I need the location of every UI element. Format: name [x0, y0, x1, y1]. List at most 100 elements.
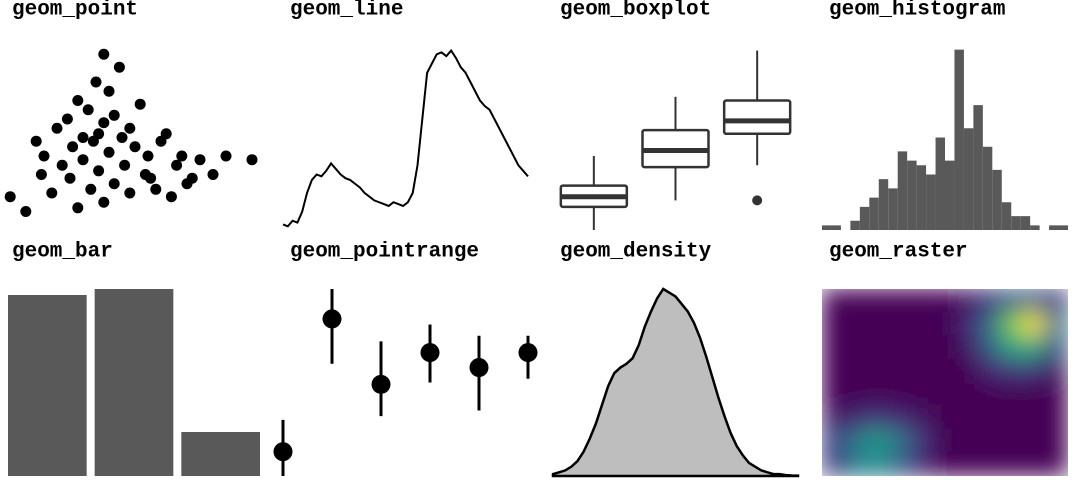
raster-cell [910, 289, 935, 313]
raster-cell [866, 428, 890, 454]
raster-cell [1022, 358, 1047, 383]
raster-cell [910, 358, 935, 383]
raster-cell [888, 289, 912, 313]
hist-bar [1020, 216, 1031, 230]
raster-cell [888, 335, 912, 360]
panel-title: geom_line [290, 0, 403, 22]
hist-bar [1058, 225, 1068, 230]
hist-bar [982, 146, 993, 230]
point [67, 141, 79, 153]
raster-cell [1000, 452, 1024, 476]
point [20, 206, 32, 217]
raster-cell [1045, 452, 1068, 476]
hist-bar [963, 128, 974, 230]
raster-cell [910, 335, 935, 360]
raster-cell [866, 358, 890, 383]
point [160, 128, 172, 140]
point [4, 191, 16, 203]
density-area [551, 287, 800, 478]
point [129, 141, 141, 153]
raster-cell [1022, 311, 1047, 337]
hist-bar [973, 105, 983, 230]
raster-cell [1022, 405, 1047, 430]
raster-cell [910, 428, 935, 454]
raster-cells [822, 289, 1068, 476]
point [124, 187, 136, 199]
hist-bar [954, 49, 964, 230]
raster-cell [843, 382, 868, 407]
raster-cell [978, 289, 1002, 313]
raster-cell [933, 335, 957, 360]
point [77, 154, 89, 166]
point [469, 358, 489, 378]
raster-cell [978, 382, 1002, 407]
raster-cell [933, 405, 957, 430]
panel-title: geom_raster [829, 241, 968, 264]
raster-cell [843, 452, 868, 476]
hist-bar [822, 225, 832, 230]
hist-bar [850, 220, 860, 230]
point [103, 146, 115, 158]
raster-cell [888, 358, 912, 383]
point [176, 150, 188, 162]
raster-cell [822, 289, 845, 313]
raster-cell [1000, 358, 1024, 383]
raster-cell [1045, 405, 1068, 430]
point [85, 183, 97, 195]
raster-cell [1022, 428, 1047, 454]
point [194, 154, 206, 166]
point [93, 165, 105, 177]
raster-cell [866, 382, 890, 407]
point [186, 172, 198, 184]
point [165, 191, 177, 203]
point [98, 196, 110, 208]
outlier [752, 195, 763, 206]
hist-bar [907, 160, 917, 230]
hist-bar [1049, 225, 1059, 230]
raster-cell [955, 358, 980, 383]
raster-cell [978, 311, 1002, 337]
point [90, 76, 102, 88]
hist-bar [859, 206, 870, 230]
raster-cell [910, 311, 935, 337]
raster-cell [978, 335, 1002, 360]
point [98, 117, 110, 129]
raster-cell [955, 335, 980, 360]
raster-cell [1000, 289, 1024, 313]
point [142, 150, 154, 162]
line [282, 48, 529, 228]
point [145, 172, 157, 184]
raster-cell [910, 452, 935, 476]
raster-cell [866, 405, 890, 430]
raster-cell [1000, 428, 1024, 454]
raster-cell [822, 382, 845, 407]
panel-title: geom_pointrange [290, 241, 479, 264]
raster-cell [866, 335, 890, 360]
hist-bar [897, 151, 908, 230]
hist-bar [888, 188, 898, 230]
raster-cell [910, 405, 935, 430]
point [82, 104, 94, 116]
raster-cell [822, 311, 845, 337]
raster-cell [1000, 405, 1024, 430]
point [72, 202, 84, 214]
raster-cell [822, 428, 845, 454]
point [51, 122, 63, 134]
point [77, 132, 89, 143]
hist-bar [992, 169, 1002, 230]
point [46, 187, 58, 199]
hist-bar [869, 197, 879, 230]
raster-cell [955, 289, 980, 313]
raster-cell [933, 289, 957, 313]
point [322, 309, 342, 329]
panel-title: geom_histogram [829, 0, 1005, 22]
raster-cell [822, 452, 845, 476]
point [371, 374, 391, 394]
raster-cell [843, 358, 868, 383]
raster-cell [955, 452, 980, 476]
raster-cell [955, 382, 980, 407]
point [56, 159, 68, 171]
raster-cell [843, 405, 868, 430]
raster-cell [843, 335, 868, 360]
point [98, 48, 110, 60]
